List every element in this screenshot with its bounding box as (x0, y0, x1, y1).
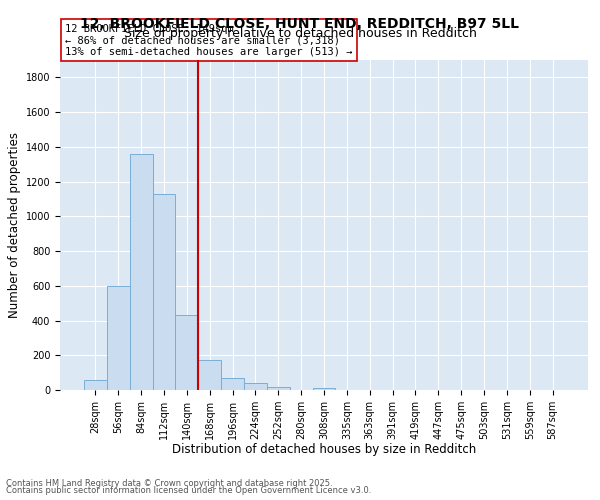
Text: Size of property relative to detached houses in Redditch: Size of property relative to detached ho… (124, 28, 476, 40)
Bar (107, 286, 130, 390)
Bar (244, 383, 267, 390)
Bar (84, 380, 107, 390)
Y-axis label: Number of detached properties: Number of detached properties (8, 132, 22, 318)
Bar (152, 194, 175, 390)
Bar (198, 360, 221, 390)
X-axis label: Distribution of detached houses by size in Redditch: Distribution of detached houses by size … (172, 444, 476, 456)
Text: 12 BROOKFIELD CLOSE: 149sqm
← 86% of detached houses are smaller (3,318)
13% of : 12 BROOKFIELD CLOSE: 149sqm ← 86% of det… (65, 24, 353, 56)
Text: Contains HM Land Registry data © Crown copyright and database right 2025.: Contains HM Land Registry data © Crown c… (6, 478, 332, 488)
Bar (130, 154, 152, 390)
Text: 12, BROOKFIELD CLOSE, HUNT END, REDDITCH, B97 5LL: 12, BROOKFIELD CLOSE, HUNT END, REDDITCH… (80, 18, 520, 32)
Bar (221, 378, 244, 390)
Bar (175, 316, 198, 390)
Bar (313, 388, 335, 390)
Text: Contains public sector information licensed under the Open Government Licence v3: Contains public sector information licen… (6, 486, 371, 495)
Bar (267, 388, 290, 390)
